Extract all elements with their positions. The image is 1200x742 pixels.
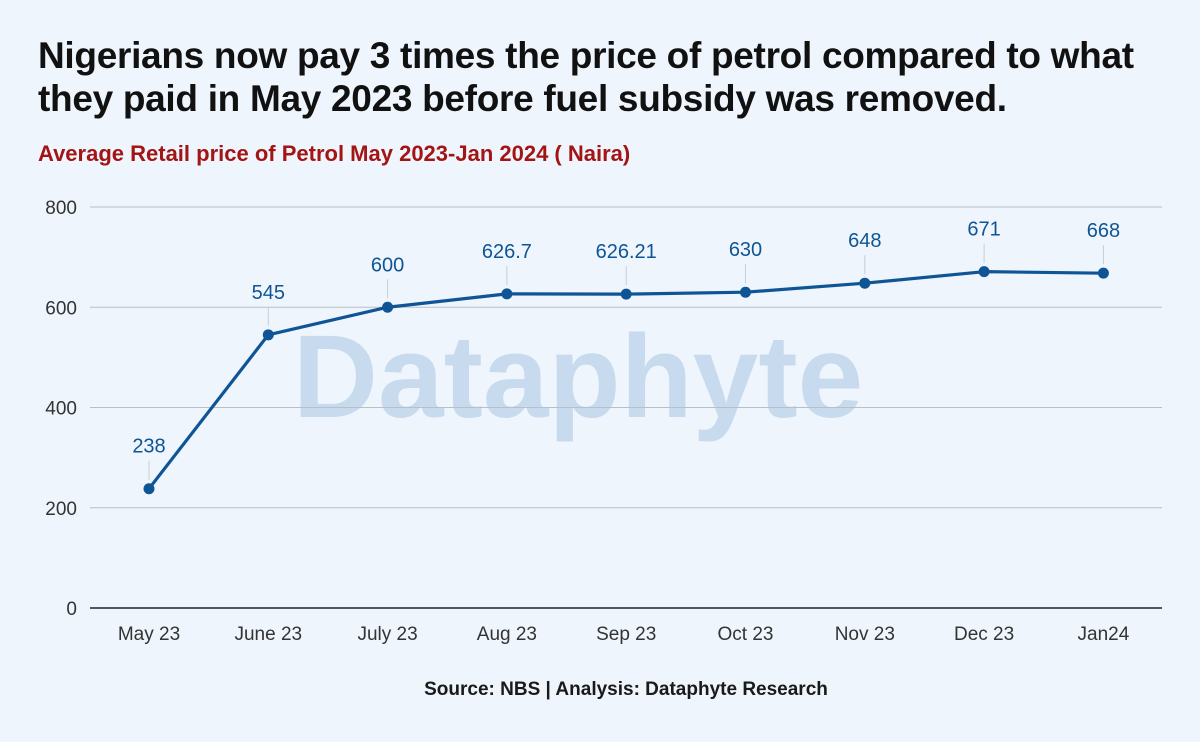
y-tick-label: 800 xyxy=(45,198,77,219)
chart-subtitle: Average Retail price of Petrol May 2023-… xyxy=(38,141,631,166)
x-tick-label: Jan24 xyxy=(1078,624,1130,645)
data-label: 600 xyxy=(371,254,404,276)
data-point xyxy=(859,277,871,289)
data-label: 630 xyxy=(729,239,762,261)
x-tick-label: July 23 xyxy=(357,624,417,645)
y-tick-label: 200 xyxy=(45,499,77,520)
data-label: 238 xyxy=(132,436,165,458)
watermark-text: Dataphyte xyxy=(293,311,863,443)
data-point xyxy=(740,286,751,298)
y-tick-label: 400 xyxy=(45,399,77,420)
price-series xyxy=(143,266,1109,495)
x-tick-label: Nov 23 xyxy=(835,624,895,645)
y-axis-ticks: 0 200 400 600 800 xyxy=(45,198,77,620)
data-point xyxy=(143,483,155,495)
y-tick-label: 0 xyxy=(66,599,77,620)
data-label: 545 xyxy=(252,282,285,304)
x-tick-label: Sep 23 xyxy=(596,624,656,645)
data-point xyxy=(262,329,274,341)
data-label: 668 xyxy=(1087,220,1120,242)
x-tick-label: Dec 23 xyxy=(954,624,1014,645)
gridlines xyxy=(90,206,1162,609)
data-label: 626.7 xyxy=(482,241,532,263)
data-point xyxy=(501,288,513,300)
x-tick-label: Aug 23 xyxy=(477,624,537,645)
data-point xyxy=(1097,267,1109,279)
chart-title: Nigerians now pay 3 times the price of p… xyxy=(38,35,1134,119)
x-tick-label: May 23 xyxy=(118,624,180,645)
x-axis-ticks: May 23 June 23 July 23 Aug 23 Sep 23 Oct 23 No… xyxy=(118,624,1130,645)
data-label: 671 xyxy=(967,219,1000,241)
data-label: 648 xyxy=(848,230,881,252)
x-tick-label: Oct 23 xyxy=(718,624,774,645)
data-point xyxy=(620,288,632,300)
data-point xyxy=(382,301,394,313)
source-note: Source: NBS | Analysis: Dataphyte Resear… xyxy=(424,679,828,700)
y-tick-label: 600 xyxy=(45,298,77,319)
data-label: 626.21 xyxy=(596,241,657,263)
data-labels: 238 545 600 626.7 626.21 630 648 671 668 xyxy=(132,219,1120,480)
data-point xyxy=(978,266,990,278)
x-tick-label: June 23 xyxy=(234,624,302,645)
